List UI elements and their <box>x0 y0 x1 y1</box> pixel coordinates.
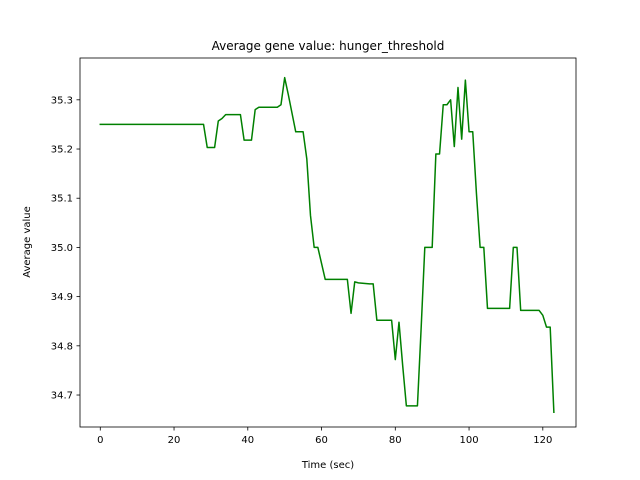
y-tick-label: 35.2 <box>51 145 73 156</box>
y-tick-label: 34.8 <box>51 341 73 352</box>
x-axis-label: Time (sec) <box>301 460 354 471</box>
y-tick-label: 35.0 <box>51 243 73 254</box>
chart-title: Average gene value: hunger_threshold <box>212 39 445 53</box>
y-axis-label: Average value <box>22 206 33 278</box>
x-tick-label: 100 <box>460 435 479 446</box>
y-tick-label: 34.9 <box>51 292 73 303</box>
y-tick-label: 35.1 <box>51 194 73 205</box>
plot-frame <box>79 57 577 428</box>
x-tick-label: 0 <box>97 435 103 446</box>
plot-area: 0 20 40 60 80 100 120 34.7 34.8 34.9 35.0 35.1 35.2 3… <box>51 57 577 446</box>
x-tick-label: 20 <box>168 435 181 446</box>
x-tick-label: 60 <box>315 435 328 446</box>
y-tick-label: 34.7 <box>51 391 73 402</box>
y-tick-label: 35.3 <box>51 95 73 106</box>
x-tick-label: 120 <box>533 435 552 446</box>
x-tick-label: 40 <box>241 435 254 446</box>
series-line-0 <box>99 76 555 414</box>
x-tick-label: 80 <box>389 435 402 446</box>
